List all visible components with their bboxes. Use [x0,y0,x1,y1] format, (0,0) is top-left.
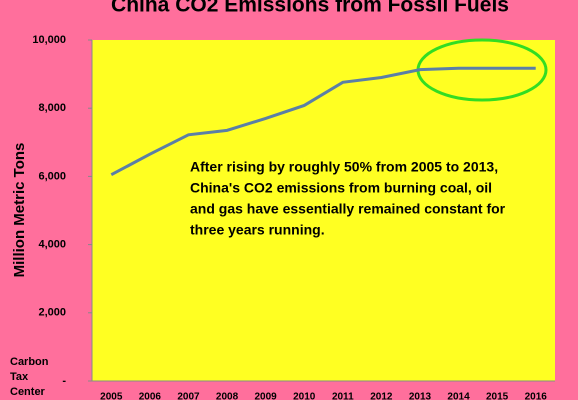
source: Tax [10,371,29,383]
source: Carbon [10,356,49,368]
y-tick-label: - [62,375,66,387]
y-tick-label: 6,000 [38,170,66,182]
x-tick-label: 2012 [370,392,393,400]
chart-title: China CO2 Emissions from Fossil Fuels [111,0,509,17]
annotation: China's CO2 emissions from burning coal,… [190,180,492,196]
x-tick-label: 2016 [525,392,548,400]
source: Center [10,386,46,398]
x-tick-label: 2011 [332,392,354,400]
x-tick-label: 2009 [255,392,278,400]
annotation: After rising by roughly 50% from 2005 to… [190,159,498,175]
y-tick-label: 10,000 [32,34,66,46]
x-tick-label: 2007 [177,392,200,400]
x-tick-label: 2006 [139,392,162,400]
y-tick-label: 4,000 [38,239,66,251]
y-axis-label: Million Metric Tons [11,143,28,278]
y-tick-label: 2,000 [38,307,66,319]
x-tick-label: 2013 [409,392,432,400]
annotation: and gas have essentially remained consta… [190,201,506,217]
y-tick-label: 8,000 [38,102,66,114]
x-tick-label: 2015 [486,392,509,400]
plot-area [92,40,555,381]
x-tick-label: 2008 [216,392,239,400]
data-line [110,66,536,177]
x-tick-label: 2014 [447,392,470,400]
x-tick-label: 2010 [293,392,316,400]
x-tick-label: 2005 [100,392,123,400]
annotation: three years running. [190,222,325,238]
